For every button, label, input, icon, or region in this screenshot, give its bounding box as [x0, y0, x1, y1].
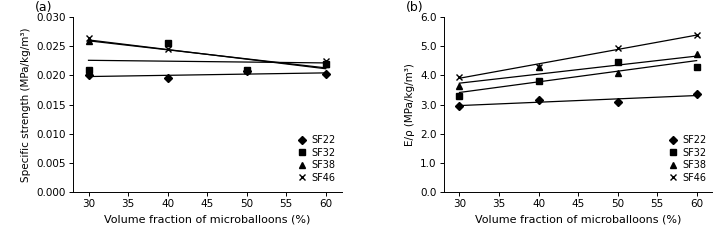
SF32 [242, 68, 251, 71]
Line: SF46: SF46 [85, 34, 329, 73]
Text: (a): (a) [35, 1, 52, 14]
SF32 [614, 61, 622, 64]
SF46 [455, 76, 464, 78]
SF22 [614, 100, 622, 103]
SF38 [614, 71, 622, 74]
SF46 [84, 36, 93, 39]
Legend: SF22, SF32, SF38, SF46: SF22, SF32, SF38, SF46 [666, 134, 707, 184]
SF22 [242, 70, 251, 73]
SF32 [321, 62, 330, 65]
SF38 [163, 42, 172, 45]
Y-axis label: Specific strength (MPa/kg/m³): Specific strength (MPa/kg/m³) [20, 27, 31, 182]
Line: SF38: SF38 [85, 37, 329, 73]
SF38 [534, 65, 543, 68]
Y-axis label: E/ρ (MPa/kg/m³): E/ρ (MPa/kg/m³) [405, 63, 414, 146]
X-axis label: Volume fraction of microballoons (%): Volume fraction of microballoons (%) [104, 214, 310, 224]
SF46 [321, 59, 330, 62]
SF22 [163, 77, 172, 80]
SF46 [614, 46, 622, 49]
Line: SF32: SF32 [85, 40, 329, 73]
SF22 [455, 105, 464, 108]
Line: SF22: SF22 [457, 91, 700, 109]
SF46 [242, 68, 251, 71]
Line: SF32: SF32 [457, 59, 700, 99]
SF22 [692, 93, 701, 96]
Text: (b): (b) [406, 1, 424, 14]
SF22 [534, 99, 543, 102]
SF38 [455, 84, 464, 87]
SF46 [163, 48, 172, 51]
SF22 [84, 74, 93, 77]
SF46 [534, 65, 543, 68]
Line: SF22: SF22 [85, 68, 329, 81]
SF38 [242, 68, 251, 71]
SF32 [163, 42, 172, 45]
Line: SF38: SF38 [457, 50, 700, 89]
SF46 [692, 34, 701, 37]
SF32 [534, 80, 543, 83]
SF38 [84, 39, 93, 42]
Line: SF46: SF46 [457, 32, 700, 80]
SF32 [84, 68, 93, 71]
X-axis label: Volume fraction of microballoons (%): Volume fraction of microballoons (%) [475, 214, 681, 224]
SF38 [321, 62, 330, 65]
SF32 [455, 94, 464, 97]
Legend: SF22, SF32, SF38, SF46: SF22, SF32, SF38, SF46 [295, 134, 337, 184]
SF22 [321, 72, 330, 75]
SF32 [692, 65, 701, 68]
SF38 [692, 52, 701, 55]
